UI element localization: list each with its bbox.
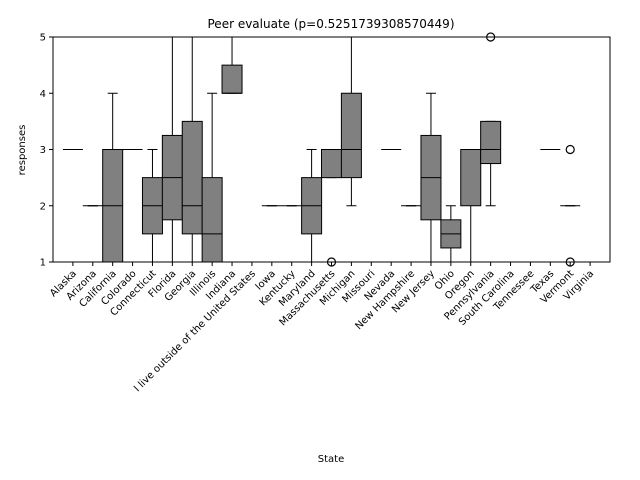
box-body (201, 177, 223, 263)
outlier-point (565, 144, 575, 155)
y-tick-label: 5 (40, 33, 46, 44)
box-body (340, 92, 362, 179)
box-26 (560, 144, 581, 267)
y-tick-label: 4 (40, 89, 46, 100)
y-tick-label: 2 (40, 201, 46, 212)
box-21 (460, 149, 482, 263)
box-5 (141, 149, 163, 263)
y-tick-label: 3 (40, 145, 46, 156)
box-15 (340, 36, 362, 207)
box-14 (321, 149, 342, 267)
box-body (321, 149, 342, 179)
box-body (221, 64, 243, 94)
boxes-group (62, 32, 581, 267)
plot-frame (52, 36, 611, 263)
box-20 (440, 205, 462, 263)
box-body (480, 120, 502, 165)
box-19 (420, 92, 442, 263)
box-8 (201, 92, 223, 263)
box-7 (181, 36, 203, 263)
x-axis-ticks: AlaskaArizonaCaliforniaColoradoConnectic… (48, 262, 596, 394)
box-13 (301, 149, 323, 263)
box-9 (221, 36, 243, 94)
box-6 (161, 36, 183, 263)
chart-title: Peer evaluate (p=0.5251739308570449) (208, 17, 455, 31)
y-axis-ticks: 1 2 3 4 5 (40, 33, 53, 269)
box-3 (102, 92, 124, 263)
box-body (460, 149, 482, 207)
box-body (181, 120, 203, 235)
y-tick-label: 1 (40, 258, 46, 269)
box-22 (480, 32, 502, 207)
y-axis-label: responses (17, 125, 28, 176)
x-axis-label: State (318, 454, 344, 465)
